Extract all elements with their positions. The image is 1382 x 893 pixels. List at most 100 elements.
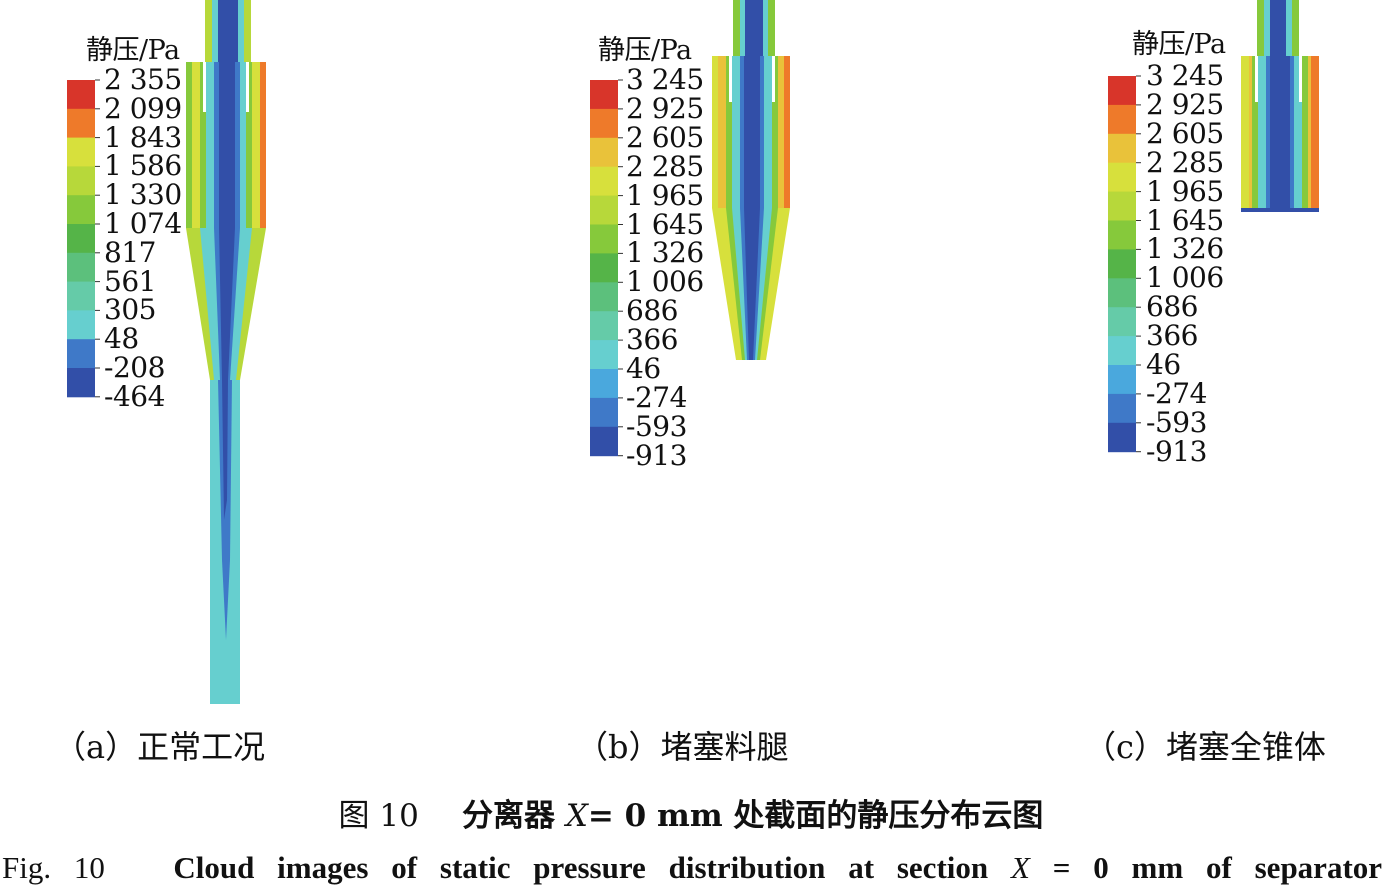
- scale-value: 1 645: [626, 207, 704, 241]
- colorbar-band: [67, 281, 95, 311]
- figure-caption-en: Fig. 10 Cloud images of static pressure …: [2, 850, 1382, 886]
- scale-value: 366: [626, 323, 678, 357]
- scale-value: 1 965: [1146, 174, 1224, 208]
- scale-value: 817: [104, 235, 156, 269]
- colorbar-band: [1108, 104, 1136, 135]
- scale-value: 1 326: [1146, 232, 1224, 266]
- scale-value: 1 006: [626, 265, 704, 299]
- figure-caption-cn: 图 10 分离器 X= 0 mm 处截面的静压分布云图: [0, 790, 1382, 835]
- colorbar-band: [1108, 220, 1136, 250]
- scale-value: 2 285: [1146, 145, 1224, 179]
- caption-cn-var: X: [565, 798, 588, 834]
- scale-value: 2 605: [626, 120, 704, 154]
- scale-value: -593: [1146, 405, 1207, 439]
- scale-value: 686: [626, 294, 678, 328]
- scale-value: -274: [1146, 376, 1207, 410]
- colorbar-band: [590, 282, 618, 312]
- scale-value: 1 965: [626, 178, 704, 212]
- caption-cn-text-after: = 0 mm 处截面的静压分布云图: [587, 798, 1044, 834]
- scale-value: 2 099: [104, 91, 182, 125]
- colorbar-band: [590, 80, 618, 110]
- caption-en-var: X: [1010, 850, 1030, 885]
- scale-value: 305: [104, 293, 156, 327]
- pressure-contour-a: [67, 0, 266, 704]
- colorbar-band: [67, 224, 95, 254]
- legend-title: 静压/Pa: [1132, 29, 1226, 60]
- colorbar-band: [1108, 365, 1136, 395]
- caption-en-text-after: = 0 mm of separator: [1052, 850, 1382, 885]
- scale-value: 3 245: [626, 63, 704, 96]
- caption-en-text: Cloud images of static pressure distribu…: [173, 850, 989, 885]
- colorbar-b: [590, 79, 623, 457]
- colorbar-band: [67, 368, 95, 398]
- colorbar-band: [1108, 307, 1136, 337]
- colorbar-band: [1108, 133, 1136, 164]
- colorbar-band: [67, 195, 95, 225]
- colorbar-band: [1108, 76, 1136, 106]
- scale-value: 1 645: [1146, 203, 1224, 237]
- legend-title: 静压/Pa: [86, 35, 180, 66]
- scale-value: 1 074: [104, 207, 182, 240]
- colorbar-band: [590, 340, 618, 370]
- separator-body-a: [186, 0, 266, 704]
- colorbar-band: [1108, 278, 1136, 308]
- scale-value: 2 355: [104, 63, 182, 96]
- scale-value: 2 925: [1146, 87, 1224, 121]
- scale-value: -464: [104, 379, 165, 413]
- scale-value: -913: [626, 438, 687, 472]
- scale-value: -593: [626, 409, 687, 443]
- scale-value: -274: [626, 380, 687, 414]
- pressure-contour-c: [1108, 0, 1319, 453]
- legend-title: 静压/Pa: [598, 35, 692, 66]
- scale-value: 1 330: [104, 178, 182, 212]
- scale-value: -913: [1146, 434, 1207, 468]
- colorbar-band: [590, 397, 618, 428]
- colorbar-band: [67, 137, 95, 167]
- colorbar-band: [590, 369, 618, 399]
- colorbar-band: [590, 426, 618, 457]
- colorbar-band: [67, 80, 95, 110]
- scale-value: 2 285: [626, 149, 704, 183]
- colorbar-band: [67, 108, 95, 139]
- figure-number-cn: 图 10: [338, 798, 419, 834]
- colorbar-band: [1108, 393, 1136, 424]
- colorbar-band: [590, 311, 618, 341]
- scale-value: -208: [104, 351, 165, 384]
- colorbar-c: [1108, 75, 1141, 453]
- scale-value: 561: [104, 264, 156, 298]
- colorbar-band: [67, 339, 95, 369]
- scale-value: 46: [626, 352, 661, 385]
- colorbar-band: [67, 310, 95, 340]
- pressure-contour-b: [590, 0, 790, 457]
- scale-value: 2 605: [1146, 116, 1224, 150]
- scale-value: 1 843: [104, 120, 182, 154]
- separator-body-b: [712, 0, 790, 360]
- colorbar-band: [67, 166, 95, 196]
- subcaption-c: （c）堵塞全锥体: [1084, 728, 1326, 766]
- colorbar-a: [67, 79, 100, 398]
- colorbar-band: [590, 108, 618, 139]
- caption-cn-text: 分离器: [462, 798, 556, 834]
- subcaption-b: （b）堵塞料腿: [576, 728, 789, 766]
- colorbar-band: [590, 166, 618, 197]
- scale-value: 1 326: [626, 236, 704, 270]
- colorbar-band: [590, 137, 618, 168]
- subcaption-a: （a）正常工况: [54, 728, 266, 766]
- scale-value: 2 925: [626, 91, 704, 125]
- scale-value: 1 586: [104, 149, 182, 183]
- colorbar-band: [1108, 336, 1136, 366]
- colorbar-band: [1108, 249, 1136, 279]
- figure-number-en: Fig. 10: [2, 850, 105, 885]
- scale-value: 366: [1146, 319, 1198, 353]
- scale-value: 48: [104, 322, 139, 356]
- colorbar-band: [1108, 191, 1136, 221]
- scale-value: 46: [1146, 348, 1181, 381]
- colorbar-band: [1108, 422, 1136, 453]
- scale-value: 686: [1146, 290, 1198, 324]
- colorbar-band: [1108, 162, 1136, 193]
- colorbar-band: [590, 253, 618, 283]
- colorbar-band: [590, 195, 618, 225]
- colorbar-band: [67, 252, 95, 283]
- separator-body-c: [1241, 0, 1319, 212]
- scale-value: 3 245: [1146, 59, 1224, 92]
